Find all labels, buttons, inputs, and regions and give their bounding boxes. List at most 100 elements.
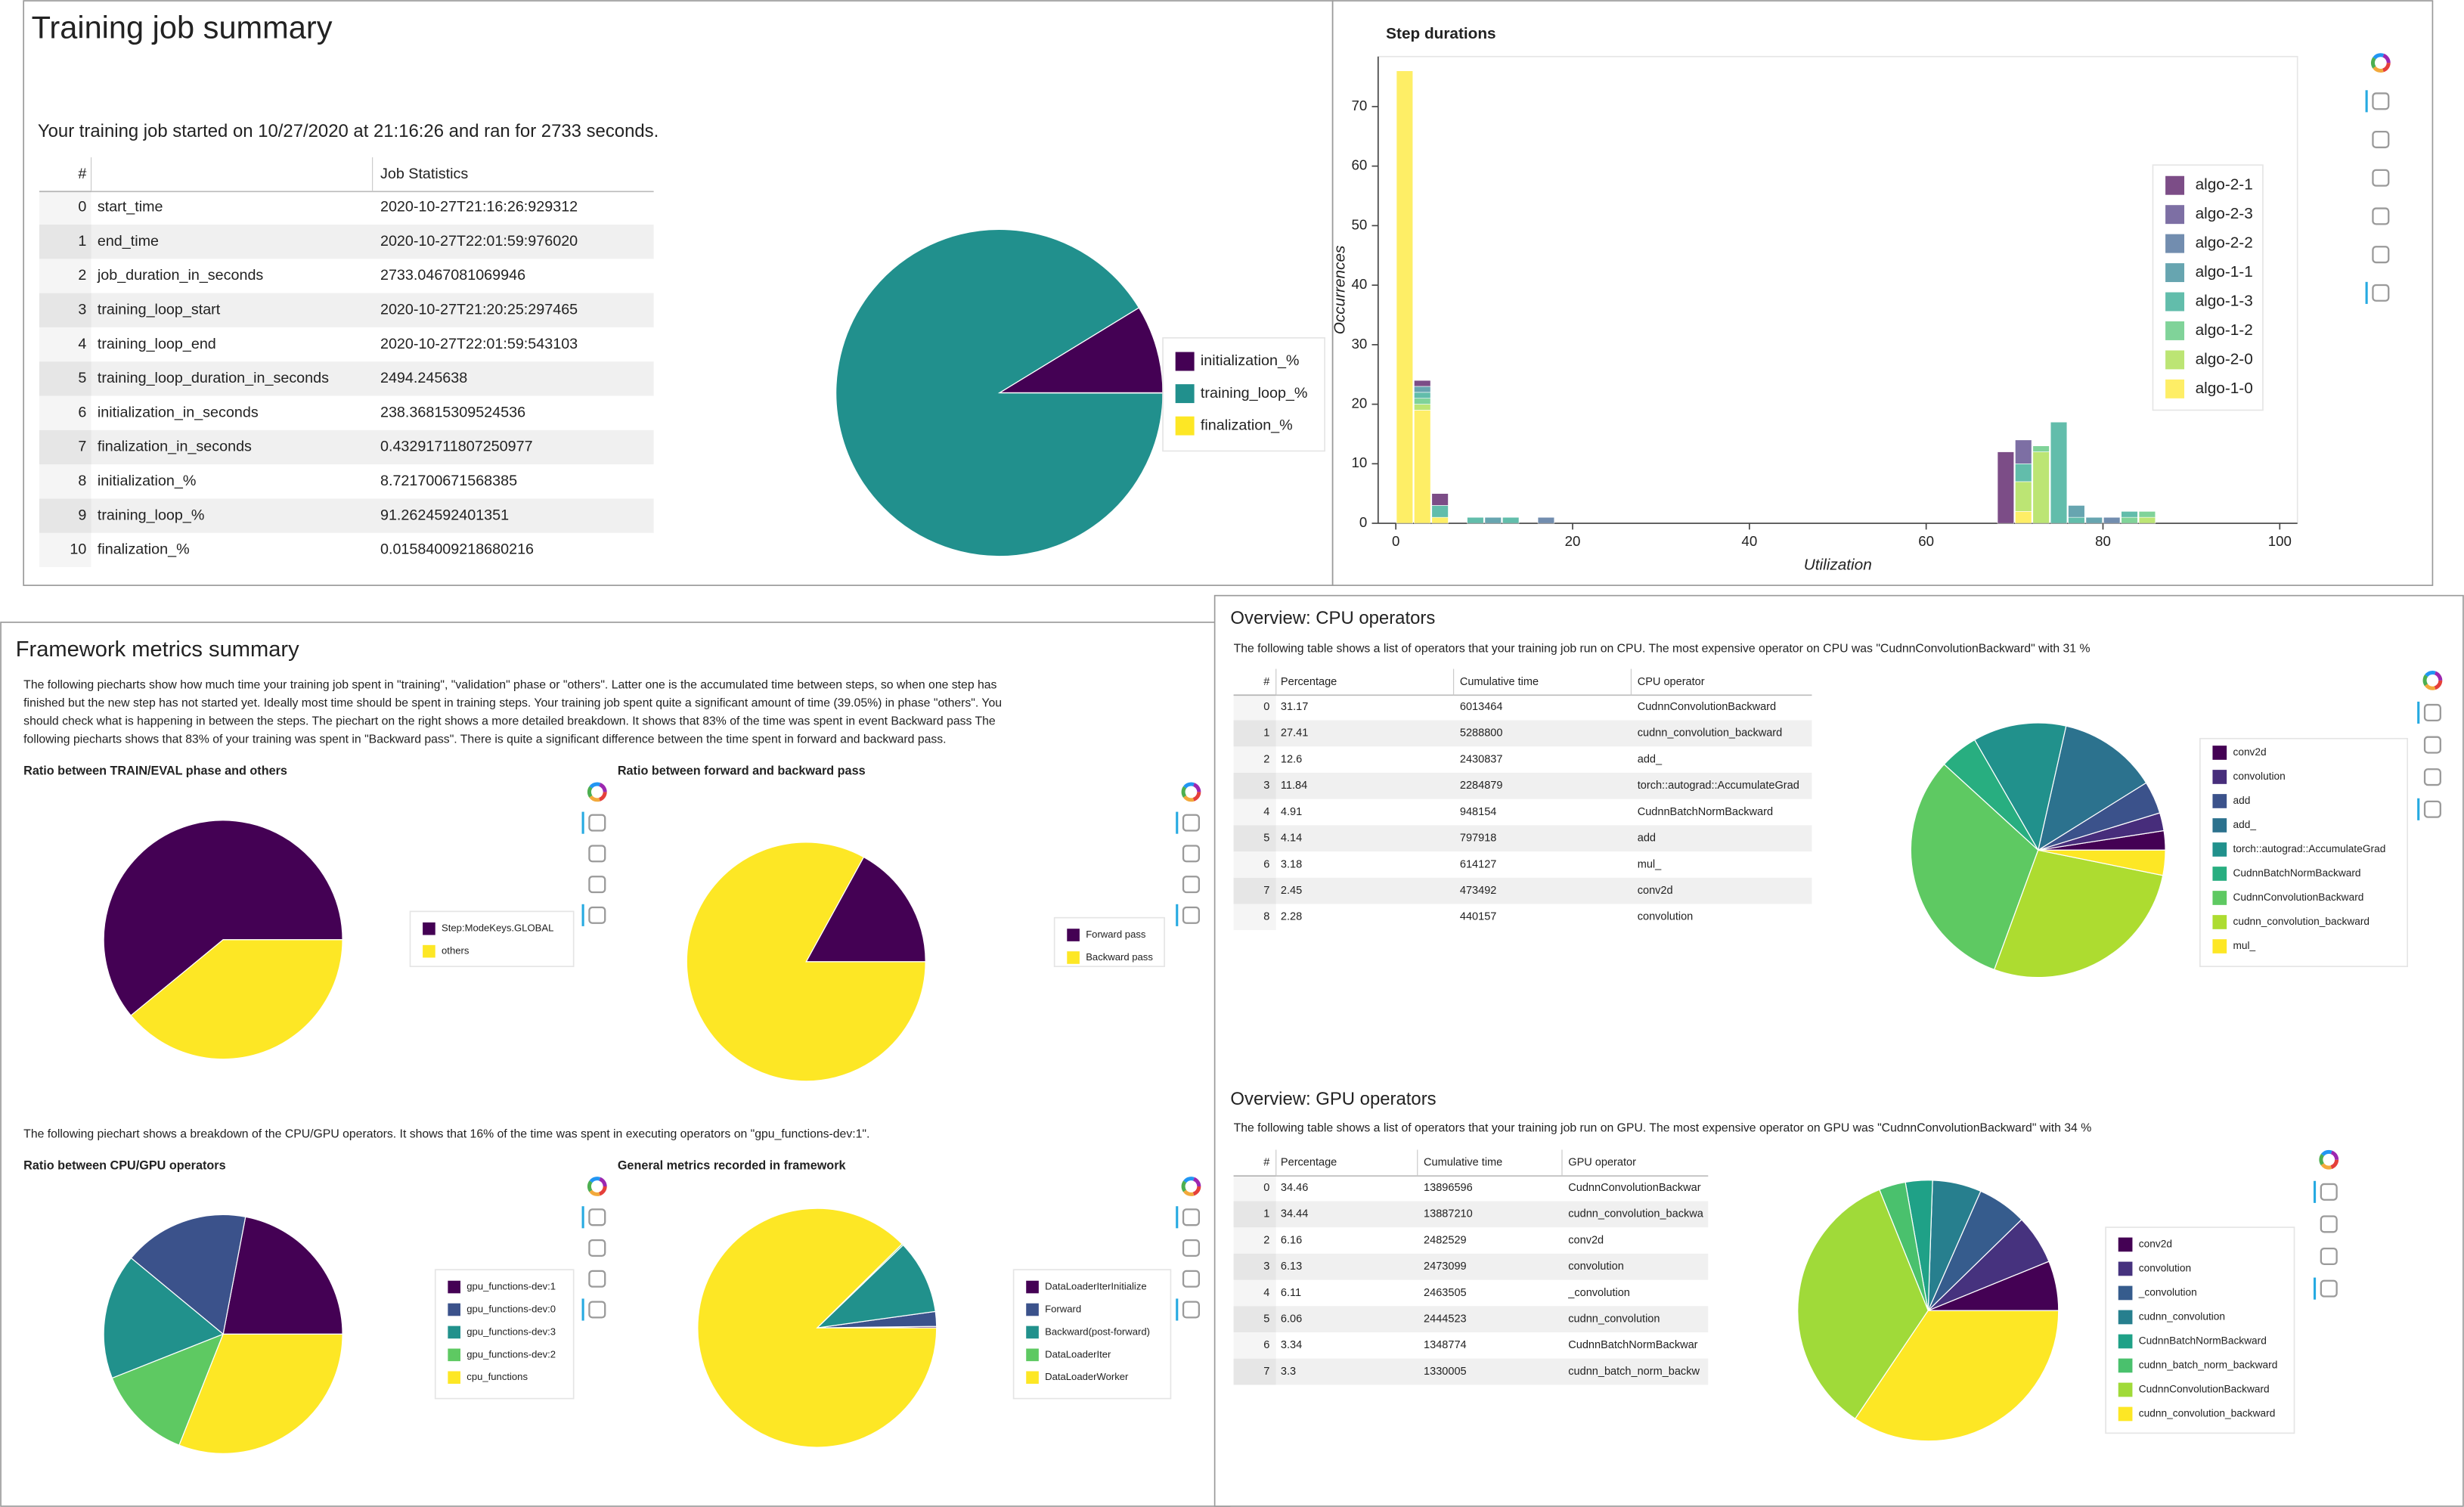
toolbar-button[interactable] xyxy=(2423,703,2441,722)
table-index: 2 xyxy=(78,267,86,284)
bokeh-logo xyxy=(1181,1177,1201,1196)
content: Training job summary Your training job st… xyxy=(16,9,2443,1454)
x-axis-label: Utilization xyxy=(1804,557,1872,574)
bokeh-logo xyxy=(2422,670,2443,690)
legend-swatch xyxy=(448,1348,460,1362)
toolbar-button[interactable] xyxy=(1182,1208,1200,1226)
y-tick-label: 20 xyxy=(1351,395,1367,411)
bokeh-logo xyxy=(1181,1177,1201,1196)
table-index: 0 xyxy=(78,199,86,216)
histogram-bar xyxy=(1484,516,1502,524)
toolbar-button[interactable] xyxy=(2372,246,2390,264)
histogram-bar xyxy=(1467,516,1484,524)
table-cell: add xyxy=(1638,833,1656,845)
legend-label: algo-1-2 xyxy=(2196,321,2253,339)
table-index: 8 xyxy=(1263,911,1269,923)
legend-swatch xyxy=(1067,951,1080,964)
table-index-cell xyxy=(39,464,91,499)
histogram-bar xyxy=(2138,510,2156,518)
toolbar-button[interactable] xyxy=(2320,1247,2338,1266)
legend-label: Backward pass xyxy=(1086,951,1153,963)
legend-swatch xyxy=(1175,416,1195,436)
toolbar-button[interactable] xyxy=(2320,1215,2338,1233)
table-cell: convolution xyxy=(1638,911,1694,923)
toolbar-button[interactable] xyxy=(2372,92,2390,110)
table-cell: job_duration_in_seconds xyxy=(97,267,264,284)
toolbar-button[interactable] xyxy=(588,814,606,832)
table-cell: training_loop_duration_in_seconds xyxy=(98,370,329,386)
chart-title: Ratio between forward and backward pass xyxy=(618,764,866,778)
table-index: 0 xyxy=(1263,1182,1269,1194)
histogram-bar xyxy=(2121,510,2138,518)
table-header: Job Statistics xyxy=(380,166,468,182)
chart-title: Ratio between TRAIN/EVAL phase and other… xyxy=(23,764,287,778)
toolbar-button[interactable] xyxy=(588,1270,606,1288)
table-cell: conv2d xyxy=(1568,1234,1604,1246)
toolbar-button[interactable] xyxy=(2372,284,2390,302)
legend-label: cudnn_batch_norm_backward xyxy=(2139,1360,2278,1371)
toolbar-button[interactable] xyxy=(2372,207,2390,225)
section-text: The following table shows a list of oper… xyxy=(1234,1121,2092,1134)
table-cell: 614127 xyxy=(1460,858,1497,870)
legend-swatch xyxy=(2118,1406,2133,1422)
toolbar-button[interactable] xyxy=(588,1239,606,1257)
table-index: 5 xyxy=(1263,1313,1269,1325)
legend-swatch xyxy=(448,1280,460,1294)
table-cell: 4.14 xyxy=(1281,833,1302,845)
section-text: The following table shows a list of oper… xyxy=(1234,642,2091,655)
legend-label: algo-1-3 xyxy=(2196,293,2253,310)
table-index: 1 xyxy=(1263,727,1269,740)
legend-swatch xyxy=(1026,1303,1039,1316)
table-cell: 34.46 xyxy=(1281,1182,1308,1194)
toolbar-button[interactable] xyxy=(2320,1279,2338,1298)
bokeh-logo xyxy=(587,782,607,802)
toolbar-button[interactable] xyxy=(2372,169,2390,187)
table-index-cell xyxy=(1233,1279,1276,1307)
table-header: # xyxy=(78,166,86,182)
table-cell: training_loop_% xyxy=(98,507,205,523)
bokeh-logo xyxy=(1181,782,1201,802)
toolbar-button[interactable] xyxy=(588,876,606,894)
table-row-stripe xyxy=(1233,1306,1709,1333)
panel-title: Framework metrics summary xyxy=(16,637,299,662)
toolbar-button[interactable] xyxy=(2372,131,2390,149)
pie-wedge xyxy=(222,1216,343,1335)
table-index-cell xyxy=(39,327,91,362)
table-index-cell xyxy=(1233,1332,1276,1359)
toolbar-button[interactable] xyxy=(588,1301,606,1319)
histogram-bar xyxy=(2015,439,2032,464)
toolbar-button[interactable] xyxy=(588,1208,606,1226)
legend-swatch xyxy=(1026,1326,1039,1339)
legend-label: gpu_functions-dev:0 xyxy=(466,1303,556,1314)
legend-swatch xyxy=(1026,1371,1039,1385)
toolbar-button[interactable] xyxy=(2320,1183,2338,1201)
toolbar-button[interactable] xyxy=(588,845,606,863)
legend-swatch xyxy=(2118,1261,2133,1276)
toolbar-button[interactable] xyxy=(2423,768,2441,786)
toolbar-button[interactable] xyxy=(1182,845,1200,863)
bokeh-logo xyxy=(1181,1177,1201,1196)
toolbar-button[interactable] xyxy=(1182,1301,1200,1319)
toolbar-button[interactable] xyxy=(1182,906,1200,924)
legend-label: Step:ModeKeys.GLOBAL xyxy=(442,922,553,934)
toolbar-button[interactable] xyxy=(588,906,606,924)
bokeh-logo xyxy=(587,1177,607,1196)
histogram-bar xyxy=(1414,398,1431,405)
table-index-cell xyxy=(1233,1358,1276,1385)
toolbar-button[interactable] xyxy=(1182,1270,1200,1288)
legend-label: cudnn_convolution xyxy=(2139,1311,2225,1323)
toolbar-button[interactable] xyxy=(1182,814,1200,832)
toolbar-button[interactable] xyxy=(1182,876,1200,894)
x-tick-label: 0 xyxy=(1392,533,1399,549)
toolbar-button[interactable] xyxy=(1182,1239,1200,1257)
bokeh-logo xyxy=(2422,670,2443,690)
toolbar-button[interactable] xyxy=(2423,736,2441,754)
table-index: 3 xyxy=(1263,780,1269,792)
table-row-stripe xyxy=(1233,1201,1709,1228)
table-cell: 6.13 xyxy=(1281,1260,1302,1273)
legend-swatch xyxy=(2165,205,2185,225)
table-cell: 473492 xyxy=(1460,885,1497,897)
toolbar-button[interactable] xyxy=(2423,800,2441,818)
bokeh-logo xyxy=(2422,670,2443,690)
